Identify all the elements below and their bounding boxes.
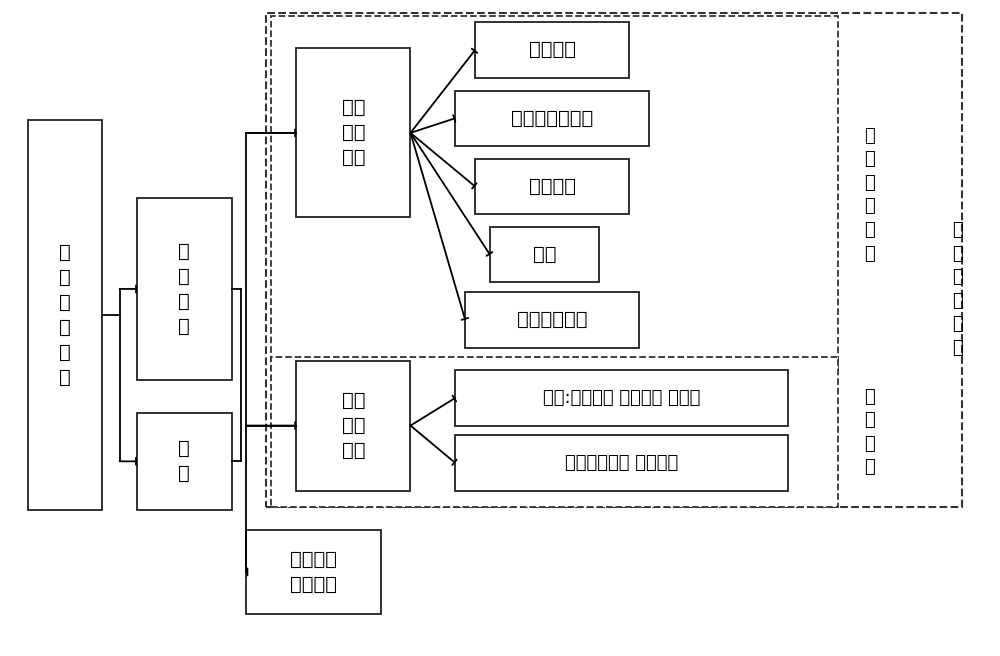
Bar — [296, 361, 410, 491]
Text: 与躯干面的角度: 与躯干面的角度 — [511, 109, 593, 128]
Text: 主动
稳定
系统: 主动 稳定 系统 — [342, 391, 365, 460]
Text: 腰椎承重: 腰椎承重 — [529, 41, 576, 60]
Text: 三
维
影
像
解
析: 三 维 影 像 解 析 — [952, 221, 963, 357]
Bar — [465, 292, 639, 348]
Bar — [475, 159, 629, 214]
Bar — [28, 120, 102, 510]
Text: 足
底
压
力: 足 底 压 力 — [865, 388, 875, 476]
Bar — [490, 227, 599, 283]
Bar — [455, 91, 649, 146]
Bar — [266, 12, 962, 507]
Bar — [475, 22, 629, 77]
Text: 脊
柱
云
纹
照
相: 脊 柱 云 纹 照 相 — [865, 127, 875, 262]
Text: 韧带: 韧带 — [533, 245, 557, 264]
Bar — [455, 436, 788, 491]
Bar — [137, 198, 232, 380]
Bar — [296, 49, 410, 217]
Text: 中枢神经
控制单元: 中枢神经 控制单元 — [290, 550, 337, 594]
Bar — [455, 370, 788, 426]
Text: 屈肌:腹内斜肌 腹外斜肌 腹横肌: 屈肌:腹内斜肌 腹外斜肌 腹横肌 — [543, 389, 701, 407]
Text: 腰
椎
节
段: 腰 椎 节 段 — [178, 242, 190, 336]
Bar — [271, 16, 838, 370]
Text: 腰
骶
关
节
稳
定: 腰 骶 关 节 稳 定 — [59, 243, 71, 387]
Bar — [246, 529, 381, 614]
Text: 被动
稳定
系统: 被动 稳定 系统 — [342, 98, 365, 167]
Text: 腰部生理弯曲: 腰部生理弯曲 — [517, 310, 587, 329]
Text: 椎间盘厚: 椎间盘厚 — [529, 177, 576, 196]
Text: 骨
盆: 骨 盆 — [178, 440, 190, 483]
Text: 伸肌：竖脊肌 横突间肌: 伸肌：竖脊肌 横突间肌 — [565, 454, 678, 472]
Bar — [271, 358, 838, 507]
Bar — [137, 413, 232, 510]
